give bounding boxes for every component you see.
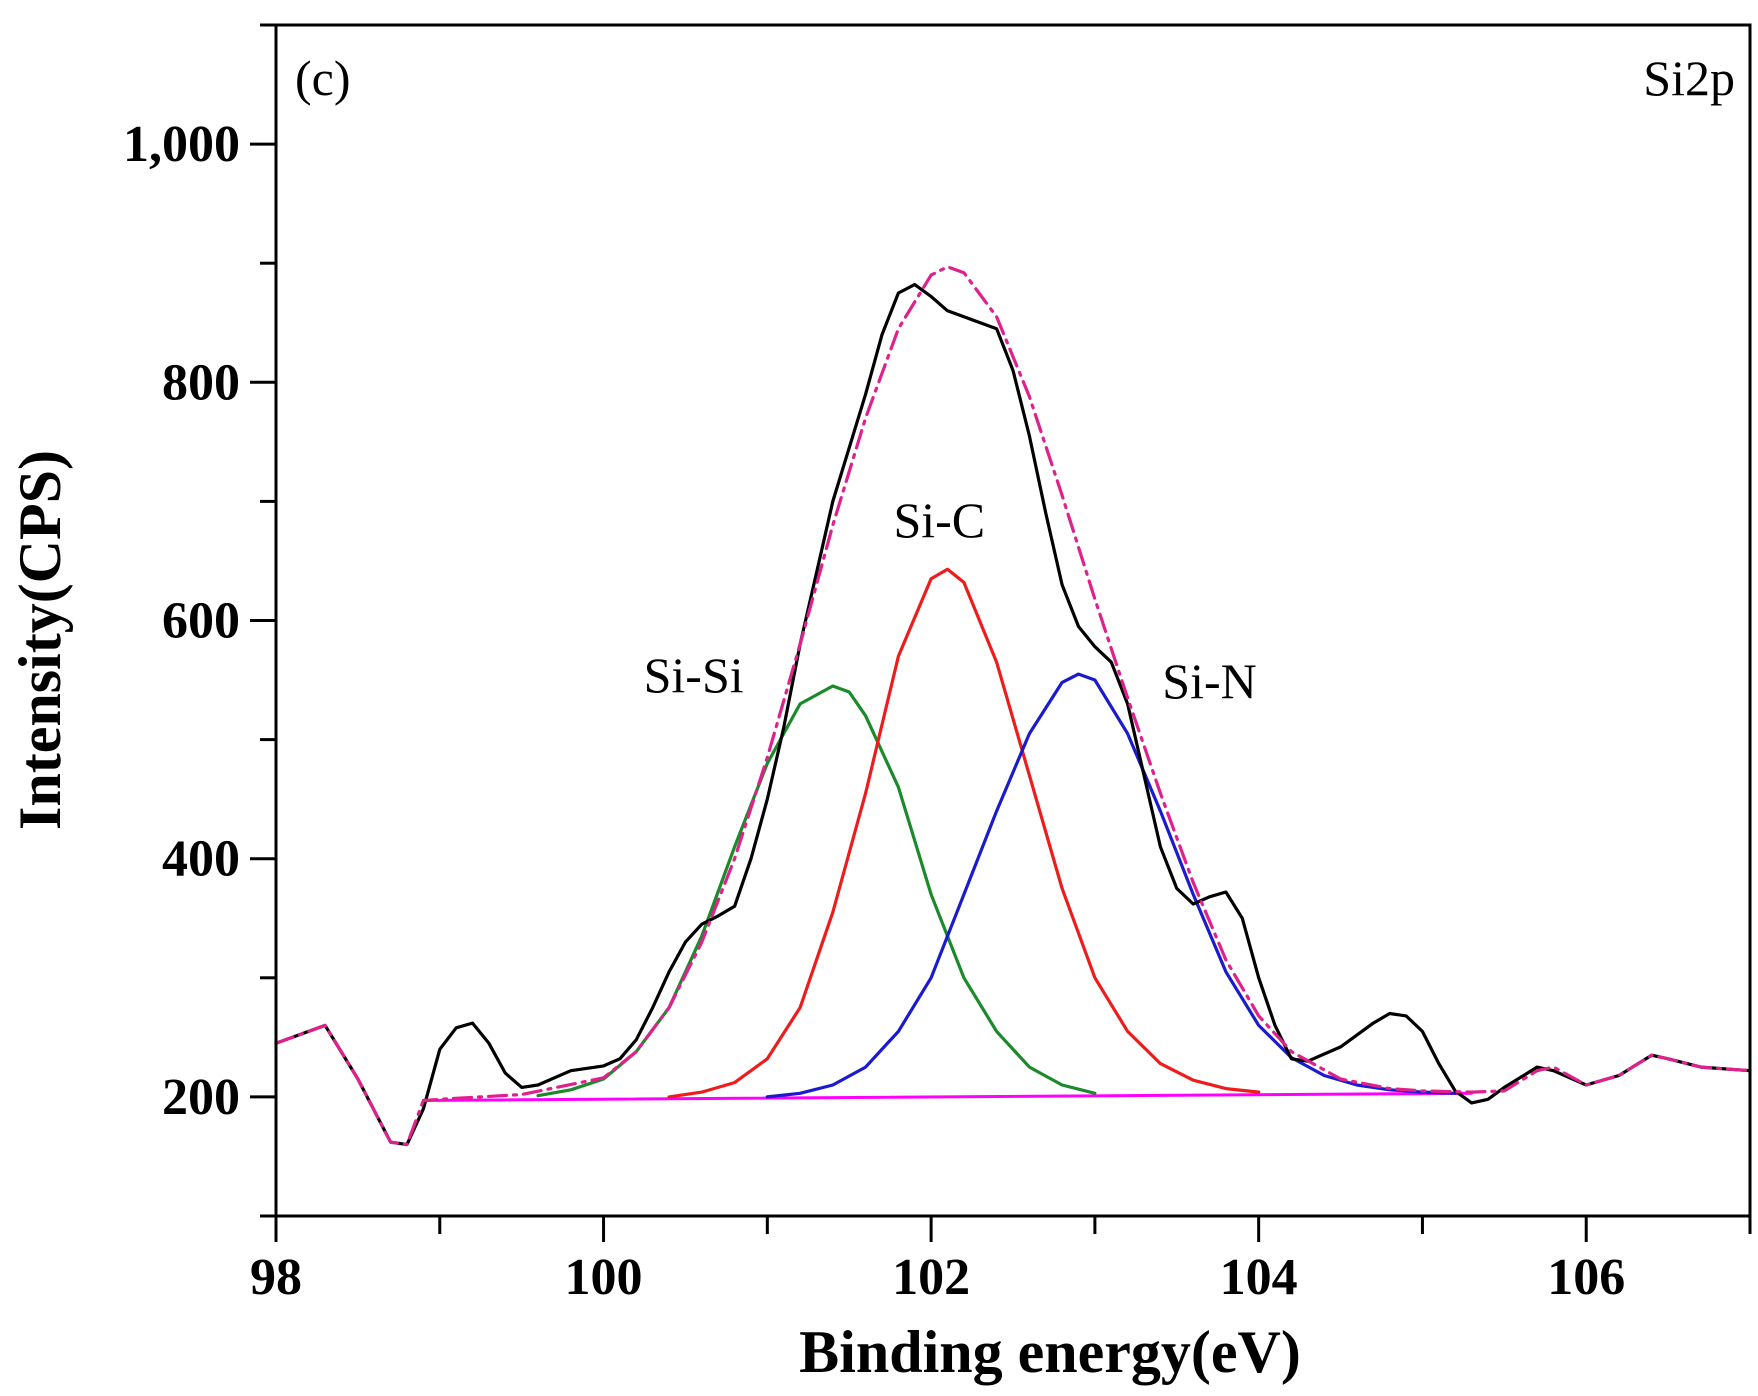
peak-label-si-n: Si-N (1162, 653, 1256, 709)
x-tick-label: 106 (1547, 1249, 1625, 1306)
y-tick-label: 400 (162, 831, 240, 888)
series-line-measured (274, 283, 1752, 1147)
series-line-envelope-fit (274, 265, 1752, 1147)
y-tick-label: 1,000 (123, 116, 240, 173)
series-line-baseline (421, 1091, 1474, 1102)
y-axis-title: Intensity(CPS) (7, 450, 73, 830)
y-tick-label: 800 (162, 354, 240, 411)
peak-label-si-c: Si-C (893, 492, 985, 548)
plot-area (274, 265, 1752, 1147)
series-line-si-n (765, 672, 1457, 1099)
x-tick-label: 98 (250, 1249, 302, 1306)
x-tick-label: 102 (892, 1249, 970, 1306)
y-tick-label: 600 (162, 593, 240, 650)
x-axis-title: Binding energy(eV) (799, 1319, 1301, 1385)
x-tick-label: 104 (1220, 1249, 1298, 1306)
x-tick-label: 100 (565, 1249, 643, 1306)
plot-frame (274, 23, 1752, 1218)
series-line-si-c (667, 567, 1261, 1099)
chart-title: Si2p (1643, 50, 1735, 106)
axis-ticks (250, 23, 1752, 1242)
panel-label: (c) (295, 50, 351, 106)
peak-labels: Si-Si Si-C Si-N (644, 492, 1257, 709)
y-tick-label: 200 (162, 1069, 240, 1126)
peak-label-si-si: Si-Si (644, 647, 744, 703)
axis-tick-labels: 98 100 102 104 106 200 400 600 800 1,000 (123, 116, 1625, 1306)
series-line-si-si (536, 684, 1097, 1098)
